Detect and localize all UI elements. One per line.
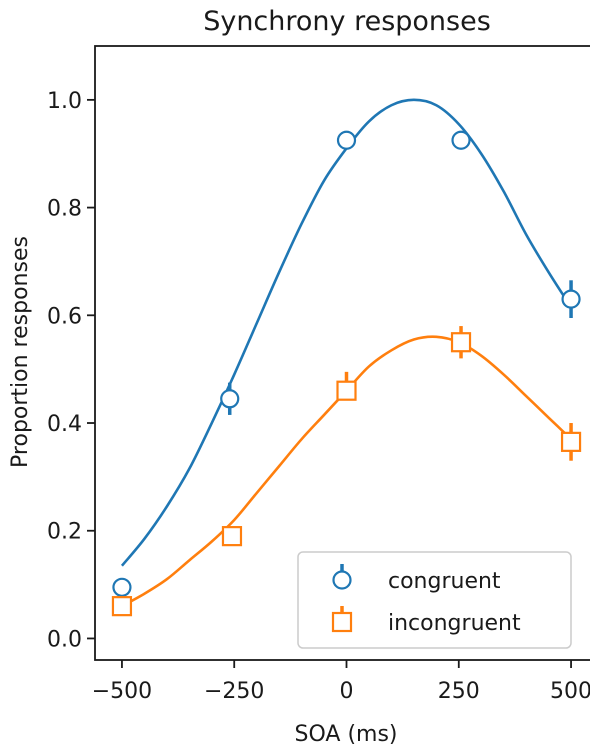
- data-points: [111, 130, 582, 617]
- legend-congruent-marker: [332, 570, 352, 590]
- error-bars: [227, 280, 573, 461]
- x-axis-label: SOA (ms): [295, 722, 398, 747]
- y-axis-label: Proportion responses: [8, 236, 33, 468]
- incongruent-data-point: [111, 596, 133, 617]
- y-tick-label: 0.0: [47, 627, 82, 652]
- incongruent-data-point: [450, 332, 472, 353]
- x-axis-ticks: −500 −250 0 250 500: [92, 660, 590, 704]
- y-tick-label: 0.4: [47, 412, 82, 437]
- y-tick-label: 1.0: [47, 89, 82, 114]
- legend-incongruent-marker: [331, 611, 353, 633]
- congruent-data-point: [451, 130, 471, 150]
- incongruent-data-point: [336, 380, 357, 401]
- y-tick-label: 0.8: [47, 197, 82, 222]
- congruent-data-point: [220, 389, 240, 409]
- incongruent-data-point: [560, 431, 582, 452]
- fit-curves: [120, 98, 573, 608]
- congruent-data-point: [561, 289, 581, 309]
- y-tick-label: 0.6: [47, 304, 82, 329]
- congruent-data-point: [112, 577, 132, 597]
- legend-box: [297, 551, 572, 649]
- legend-incongruent-label: incongruent: [388, 611, 521, 636]
- chart-title: Synchrony responses: [203, 6, 491, 37]
- y-tick-label: 0.2: [47, 520, 82, 545]
- congruent-fit-line: [120, 98, 573, 567]
- x-tick-label: −500: [92, 679, 152, 704]
- x-tick-label: 0: [340, 679, 354, 704]
- legend-congruent-label: congruent: [388, 569, 501, 594]
- congruent-data-point: [336, 130, 357, 150]
- y-axis-ticks: 0.0 0.2 0.4 0.6 0.8 1.0: [47, 89, 95, 652]
- incongruent-data-point: [221, 526, 243, 547]
- legend: congruent incongruent: [297, 551, 572, 649]
- x-tick-label: 500: [550, 679, 590, 704]
- x-tick-label: 250: [438, 679, 480, 704]
- x-tick-label: −250: [204, 679, 264, 704]
